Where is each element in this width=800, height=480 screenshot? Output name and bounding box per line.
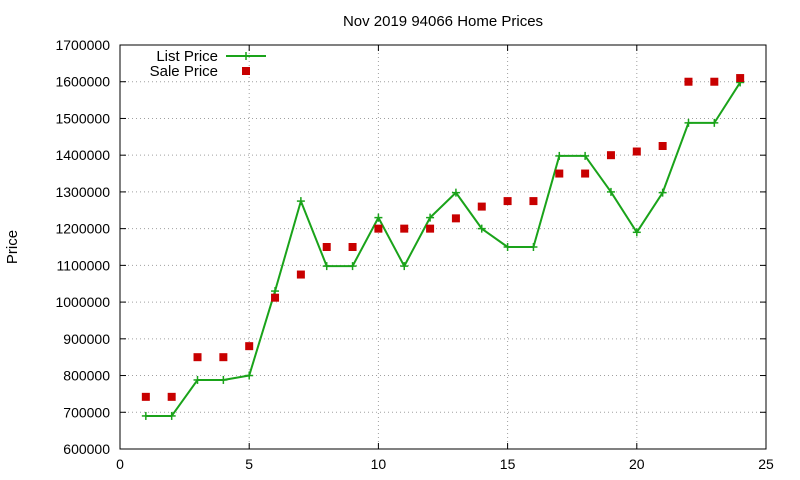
list-price-point — [193, 375, 202, 384]
y-tick-label: 700000 — [63, 404, 110, 420]
sale-price-point — [581, 169, 590, 178]
sale-price-point — [322, 243, 331, 251]
legend-label: Sale Price — [150, 63, 218, 80]
sale-price-point — [426, 224, 435, 233]
sale-price-point — [193, 353, 202, 362]
list-price-point — [503, 243, 512, 251]
sale-price-point — [219, 353, 228, 362]
sale-price-point — [503, 197, 512, 206]
x-tick-label: 15 — [500, 456, 516, 472]
list-price-point — [529, 243, 538, 251]
list-price-point — [581, 151, 590, 160]
list-price-point — [555, 151, 564, 160]
data-series — [141, 74, 745, 420]
sale-price-point — [658, 142, 667, 150]
sale-price-point — [684, 77, 693, 86]
list-price-point — [296, 197, 305, 206]
y-tick-label: 1200000 — [55, 221, 110, 237]
y-axis-title: Price — [4, 230, 21, 264]
list-price-point — [451, 188, 460, 197]
x-tick-label: 25 — [758, 456, 774, 472]
sale-price-point — [400, 224, 409, 233]
list-price-line — [145, 81, 742, 417]
list-price-point — [684, 118, 693, 127]
list-price-point — [322, 262, 331, 271]
sale-price-point — [555, 169, 564, 178]
grid-lines — [120, 45, 766, 449]
y-tick-label: 1500000 — [55, 110, 110, 126]
sale-price-point — [736, 74, 745, 83]
list-price-point — [245, 371, 254, 380]
y-tick-label: 800000 — [63, 368, 110, 384]
sale-price-point — [245, 342, 254, 351]
sale-price-point — [271, 293, 280, 302]
sale-price-point — [141, 392, 150, 401]
y-tick-label: 1600000 — [55, 74, 110, 90]
list-price-point — [348, 262, 357, 271]
chart-title: Nov 2019 94066 Home Prices — [343, 13, 543, 30]
sale-price-point — [606, 151, 615, 160]
y-tick-label: 1000000 — [55, 294, 110, 310]
series-sale-price — [141, 74, 745, 401]
sale-price-point — [296, 270, 305, 279]
sale-price-point — [529, 197, 538, 206]
plot-frame — [119, 44, 767, 450]
y-tick-label: 600000 — [63, 441, 110, 457]
sale-price-point — [632, 147, 641, 156]
list-price-point — [219, 375, 228, 384]
list-price-point — [426, 213, 435, 222]
legend-label: List Price — [156, 48, 218, 65]
list-price-point — [710, 118, 719, 127]
x-tick-label: 0 — [116, 456, 124, 472]
x-tick-label: 5 — [245, 456, 253, 472]
sale-price-point — [710, 77, 719, 86]
list-price-point — [167, 411, 176, 420]
x-tick-label: 10 — [371, 456, 387, 472]
series-list-price — [141, 78, 745, 420]
y-tick-label: 1100000 — [57, 257, 111, 273]
y-tick-label: 900000 — [63, 331, 110, 347]
list-price-point — [658, 188, 667, 197]
list-price-point — [141, 411, 150, 420]
y-tick-label: 1700000 — [55, 37, 110, 53]
axis-ticks: 0 5 10 15 20 25 600000 700000 800000 900000 100000… — [55, 37, 774, 472]
list-price-point — [606, 187, 615, 196]
list-price-point — [374, 213, 383, 222]
list-price-point — [632, 228, 641, 237]
sale-price-point — [451, 214, 460, 223]
sale-price-point — [167, 392, 176, 401]
y-tick-label: 1300000 — [55, 184, 110, 200]
x-tick-label: 20 — [629, 456, 645, 472]
sale-price-point — [348, 243, 357, 251]
sale-price-point — [477, 202, 486, 211]
list-price-point — [477, 224, 486, 233]
legend-square-swatch — [242, 67, 250, 75]
list-price-point — [400, 262, 409, 271]
y-tick-label: 1400000 — [55, 147, 110, 163]
sale-price-point — [374, 224, 383, 233]
legend-cross-swatch — [242, 52, 250, 60]
